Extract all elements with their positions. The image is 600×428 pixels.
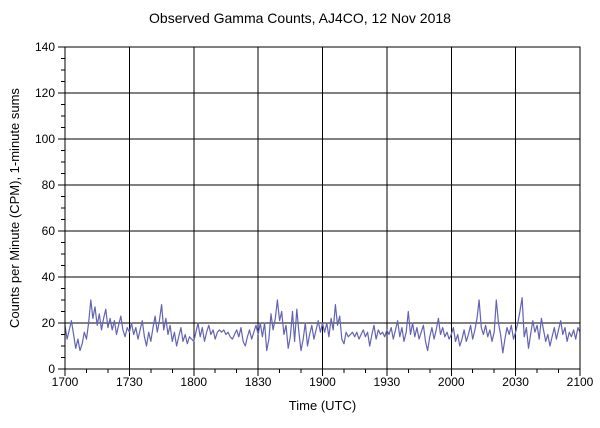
series-line xyxy=(64,297,581,354)
y-axis-title: Counts per Minute (CPM), 1-minute sums xyxy=(7,88,22,328)
x-tick-label: 1900 xyxy=(309,375,336,389)
y-tick-label: 120 xyxy=(35,86,55,100)
y-tick-label: 80 xyxy=(42,178,56,192)
x-tick-label: 2030 xyxy=(502,375,529,389)
y-tick-label: 20 xyxy=(42,316,56,330)
y-tick-label: 100 xyxy=(35,132,55,146)
chart-title: Observed Gamma Counts, AJ4CO, 12 Nov 201… xyxy=(149,10,451,26)
x-axis-title: Time (UTC) xyxy=(288,398,357,413)
y-tick-label: 0 xyxy=(48,362,55,376)
x-tick-label: 1930 xyxy=(374,375,401,389)
plot-frame xyxy=(64,46,581,370)
x-tick-label: 1800 xyxy=(180,375,207,389)
y-tick-label: 40 xyxy=(42,270,56,284)
grid xyxy=(65,47,580,369)
y-tick-label: 60 xyxy=(42,224,56,238)
x-tick-label: 1730 xyxy=(116,375,143,389)
x-tick-label: 2000 xyxy=(438,375,465,389)
x-tick-label: 1830 xyxy=(245,375,272,389)
x-tick-label: 1700 xyxy=(52,375,79,389)
axis-ticks xyxy=(58,46,581,376)
y-tick-label: 140 xyxy=(35,40,55,54)
tick-labels: 0 20 40 60 80 100 120 140 1700 1730 1800 1830 1900 19… xyxy=(35,40,594,389)
x-tick-label: 2100 xyxy=(567,375,594,389)
